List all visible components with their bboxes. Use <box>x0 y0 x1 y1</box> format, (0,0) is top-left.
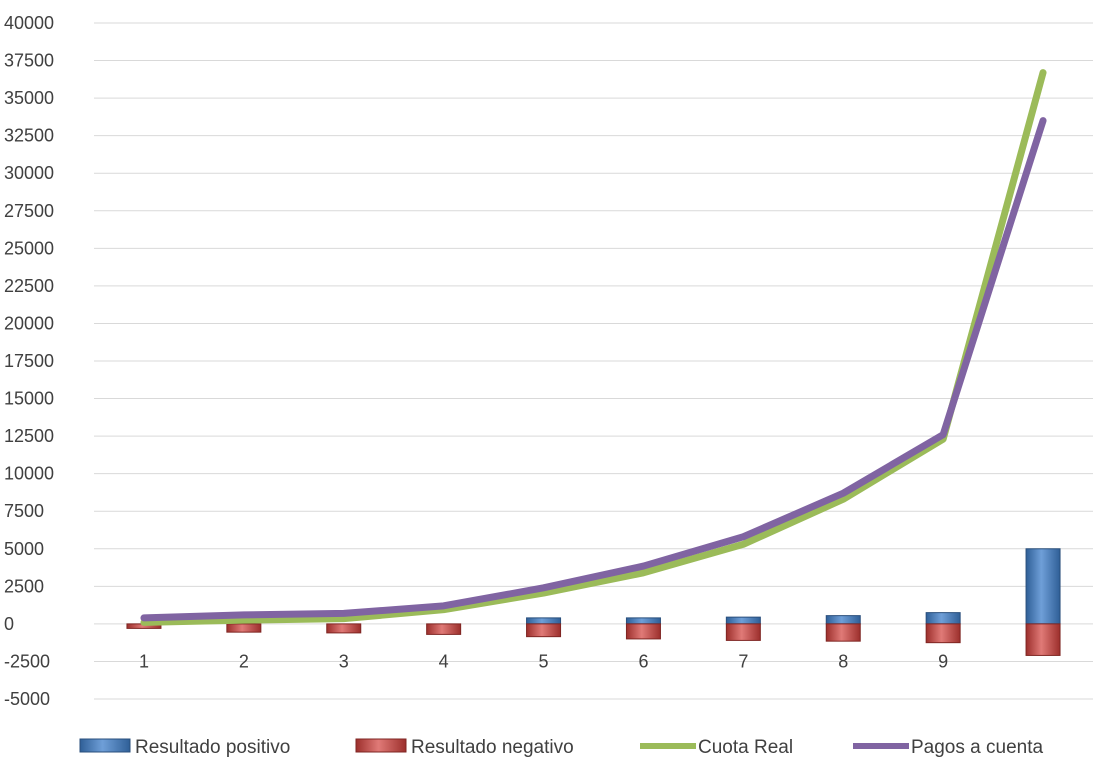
bar-resultado-negativo <box>825 623 861 642</box>
bar-resultado-negativo <box>326 623 362 634</box>
legend-item: Resultado negativo <box>355 737 574 758</box>
legend-label: Resultado positivo <box>135 737 290 758</box>
y-tick-label: 32500 <box>4 126 54 146</box>
y-tick-label: 17500 <box>4 351 54 371</box>
y-tick-label: 12500 <box>4 426 54 446</box>
y-tick-label: 0 <box>4 614 14 634</box>
bar-resultado-negativo <box>1025 623 1061 656</box>
bar-resultado-positivo <box>1025 548 1061 625</box>
x-axis-ticks: 1 2 3 4 5 6 7 8 9 <box>139 651 948 671</box>
x-tick-label: 2 <box>239 651 249 671</box>
legend-item: Cuota Real <box>640 737 793 758</box>
legend-item: Resultado positivo <box>79 737 290 758</box>
bar-resultado-negativo <box>725 623 761 641</box>
bars <box>126 548 1061 656</box>
bar-resultado-positivo <box>625 617 661 625</box>
x-tick-label: 1 <box>139 651 149 671</box>
y-tick-label: 30000 <box>4 163 54 183</box>
lines <box>140 69 1047 626</box>
x-tick-label: 7 <box>738 651 748 671</box>
bar-resultado-positivo <box>925 612 961 625</box>
y-axis-ticks: -5000 -2500 0 2500 5000 7500 10000 12500 15000 17… <box>4 13 54 709</box>
y-tick-label: -5000 <box>4 689 50 709</box>
x-tick-label: 9 <box>938 651 948 671</box>
legend: Resultado positivo Resultado negativo Cuot… <box>79 737 1043 758</box>
y-tick-label: 22500 <box>4 276 54 296</box>
bar-resultado-positivo <box>825 615 861 625</box>
y-tick-label: 2500 <box>4 576 44 596</box>
x-tick-label: 6 <box>638 651 648 671</box>
y-tick-label: 10000 <box>4 464 54 484</box>
legend-label: Resultado negativo <box>411 737 574 758</box>
y-tick-label: 40000 <box>4 13 54 33</box>
legend-label: Cuota Real <box>698 737 793 758</box>
y-tick-label: 27500 <box>4 201 54 221</box>
y-tick-label: 5000 <box>4 539 44 559</box>
legend-item: Pagos a cuenta <box>853 737 1043 758</box>
bar-resultado-positivo <box>526 617 562 625</box>
y-tick-label: 20000 <box>4 313 54 333</box>
bar-resultado-negativo <box>226 623 262 633</box>
legend-swatch <box>355 738 407 753</box>
line-pagos-a-cuenta <box>140 117 1047 622</box>
y-tick-label: -2500 <box>4 651 50 671</box>
x-tick-label: 3 <box>339 651 349 671</box>
y-tick-label: 25000 <box>4 238 54 258</box>
y-tick-label: 37500 <box>4 51 54 71</box>
y-tick-label: 15000 <box>4 389 54 409</box>
legend-label: Pagos a cuenta <box>911 737 1043 758</box>
bar-resultado-negativo <box>426 623 462 635</box>
y-tick-label: 7500 <box>4 501 44 521</box>
bar-resultado-negativo <box>526 623 562 638</box>
bar-resultado-negativo <box>625 623 661 640</box>
legend-swatch <box>79 738 131 753</box>
bar-resultado-negativo <box>925 623 961 644</box>
x-tick-label: 5 <box>539 651 549 671</box>
bar-resultado-positivo <box>725 616 761 625</box>
y-tick-label: 35000 <box>4 88 54 108</box>
gridlines <box>94 22 1093 700</box>
line-cuota-real <box>140 69 1047 626</box>
x-tick-label: 8 <box>838 651 848 671</box>
x-tick-label: 4 <box>439 651 449 671</box>
